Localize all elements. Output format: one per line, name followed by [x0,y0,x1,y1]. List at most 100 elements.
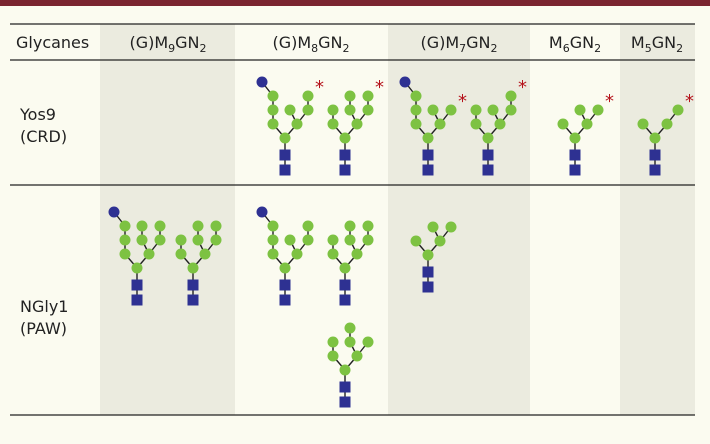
residue [470,104,482,116]
glcnac [131,279,143,291]
glycan [256,206,314,306]
column-header: M6GN2 [549,33,601,55]
residue [427,221,439,233]
glcnac [339,164,351,176]
residue [131,262,143,274]
residue [175,248,187,260]
residue [482,132,494,144]
residue [199,248,211,260]
residue [256,206,268,218]
row-domain: (CRD) [20,127,67,146]
residue [327,104,339,116]
residue [351,350,363,362]
glcnac [569,149,581,161]
glcnac [422,149,434,161]
residue [410,118,422,130]
header-subscript: 2 [200,42,207,55]
residue [284,104,296,116]
glycan: * [470,77,527,176]
residue [327,248,339,260]
residue [649,132,661,144]
glcnac [649,149,661,161]
residue [351,118,363,130]
residue [569,132,581,144]
glcnac [569,164,581,176]
header-subscript: 8 [311,42,318,55]
glycan [327,322,374,408]
residue [339,364,351,376]
residue [302,234,314,246]
residue [445,221,457,233]
residue [143,248,155,260]
residue [119,248,131,260]
residue [344,90,356,102]
residue [339,262,351,274]
residue [362,220,374,232]
residue [557,118,569,130]
row-domain: (PAW) [20,319,67,338]
column-shade [620,24,695,415]
glycan [410,221,457,293]
residue [192,220,204,232]
asterisk: * [518,77,527,98]
column-shade [388,24,530,415]
residue [279,132,291,144]
asterisk: * [315,77,324,98]
asterisk: * [375,77,384,98]
residue [592,104,604,116]
residue [136,220,148,232]
residue [327,336,339,348]
residue [267,248,279,260]
top-bar [0,0,710,6]
residue [445,104,457,116]
glcnac [339,381,351,393]
header-gn: GN [570,33,594,52]
glycan [327,220,374,306]
residue [505,104,517,116]
residue [410,235,422,247]
residue [136,234,148,246]
glcnac [187,294,199,306]
header-gn: GN [466,33,490,52]
glcnac [649,164,661,176]
residue [291,118,303,130]
residue [487,104,499,116]
column-header: (G)M7GN2 [420,33,497,55]
residue [119,220,131,232]
residue [327,118,339,130]
rules [10,23,695,416]
header-subscript: 2 [491,42,498,55]
asterisk: * [605,91,614,112]
column-header: (G)M9GN2 [129,33,206,55]
column-header: (G)M8GN2 [272,33,349,55]
glcnac [422,281,434,293]
residue [210,220,222,232]
residue [192,234,204,246]
residue [154,220,166,232]
header-subscript: 7 [459,42,466,55]
residue [267,234,279,246]
residue [672,104,684,116]
row-name: NGly1 [20,297,68,316]
residue [344,104,356,116]
header-prefix: M [549,33,563,52]
residue [267,118,279,130]
residue [505,90,517,102]
residue [339,132,351,144]
asterisk: * [685,91,694,112]
header-gn: GN [652,33,676,52]
glycan [108,206,166,306]
glycan: * [557,91,614,176]
residue [154,234,166,246]
header-subscript: 2 [343,42,350,55]
header-prefix: (G)M [420,33,459,52]
glcnac [482,149,494,161]
residue [108,206,120,218]
residue [119,234,131,246]
header-prefix: M [631,33,645,52]
residue [267,90,279,102]
glcnac [422,164,434,176]
glcnac [339,294,351,306]
glcnac [339,149,351,161]
glycan: * [637,91,694,176]
